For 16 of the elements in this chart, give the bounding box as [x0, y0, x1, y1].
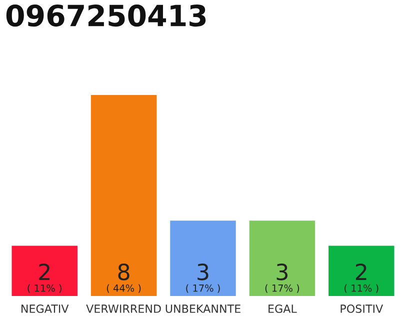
data-label: 2: [39, 264, 50, 280]
annotation: ( 17% ): [186, 284, 220, 293]
x-tick-label: POSITIV: [340, 304, 384, 313]
x-tick-label: UNBEKANNTE: [166, 304, 240, 313]
x-tick-label: VERWIRREND: [86, 304, 161, 313]
data-label: 3: [276, 264, 288, 280]
x-tick-label: EGAL: [268, 304, 297, 313]
chart-title: 0967250413: [6, 4, 206, 27]
annotation: ( 44% ): [106, 284, 141, 293]
annotation: ( 17% ): [265, 284, 300, 293]
data-label: 2: [356, 264, 366, 280]
data-label: 8: [118, 264, 130, 280]
annotation: ( 11% ): [344, 284, 378, 293]
annotation: ( 11% ): [28, 284, 62, 293]
data-label: 3: [198, 264, 208, 280]
x-tick-label: NEGATIV: [22, 304, 69, 313]
